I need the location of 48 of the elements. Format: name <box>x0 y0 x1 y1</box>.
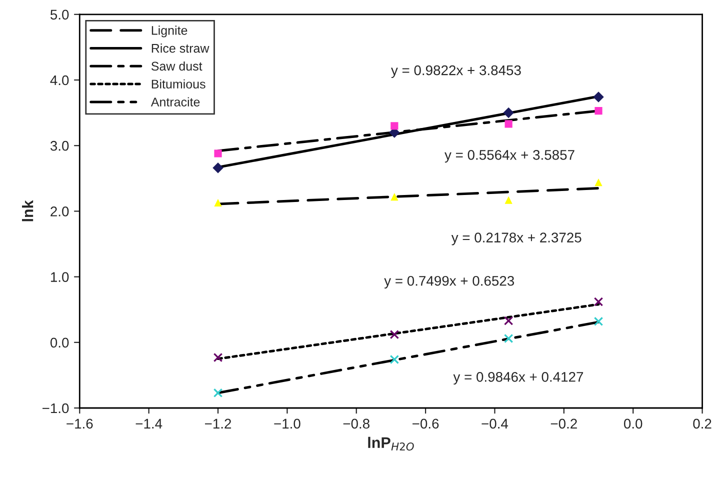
point <box>390 354 400 364</box>
legend-label: Antracite <box>150 97 200 106</box>
x-axis-title: lnP$_{H2O}$ <box>368 436 414 451</box>
x-tick-label: −0.2 <box>550 418 577 429</box>
point <box>503 107 514 118</box>
x-tick-label: 0.0 <box>624 418 642 429</box>
y-axis-title: lnk <box>22 200 34 222</box>
x-tick-label: −1.2 <box>204 418 232 428</box>
y-tick-label: 2.0 <box>50 206 69 216</box>
x-tick-label: 0.2 <box>693 418 712 429</box>
point <box>504 316 514 326</box>
point <box>504 120 512 128</box>
x-tick-label: −0.6 <box>412 418 439 429</box>
point <box>213 388 223 398</box>
point <box>594 297 604 306</box>
y-tick-label: 4.0 <box>50 75 69 86</box>
point <box>214 198 222 206</box>
point <box>390 192 398 201</box>
annotation: y = 0.5564x + 3.5857 <box>444 150 574 163</box>
annotation: y = 0.9846x + 0.4127 <box>453 372 584 385</box>
legend-label: Bitumious <box>152 79 206 89</box>
x-tick-label: −0.8 <box>343 418 370 429</box>
y-tick-label: −1.0 <box>42 403 69 414</box>
y-tick-label: 3.0 <box>50 140 69 151</box>
legend-label: Lignite <box>152 26 188 38</box>
point <box>594 107 602 115</box>
x-tick-label: −1.6 <box>66 418 93 429</box>
point <box>504 334 514 344</box>
point <box>212 162 224 174</box>
y-tick-label: 1.0 <box>50 272 69 282</box>
annotation: y = 0.2178x + 2.3725 <box>451 232 582 246</box>
legend-label: Saw dust <box>151 61 202 71</box>
y-tick-label: 5.0 <box>50 10 69 20</box>
point <box>504 196 512 204</box>
annotation: y = 0.9822x + 3.8453 <box>390 65 521 78</box>
point <box>594 316 604 326</box>
point <box>213 352 223 362</box>
point <box>593 92 604 102</box>
annotation: y = 0.7499x + 0.6523 <box>384 276 514 289</box>
point <box>390 122 398 130</box>
y-tick-label: 0.0 <box>50 338 69 348</box>
point <box>594 178 602 186</box>
x-tick-label: −0.4 <box>482 418 508 429</box>
legend-label: Rice straw <box>152 44 210 53</box>
x-tick-label: −1.4 <box>136 418 162 428</box>
point <box>214 150 222 158</box>
x-tick-label: −1.0 <box>274 418 300 429</box>
point <box>390 330 400 340</box>
